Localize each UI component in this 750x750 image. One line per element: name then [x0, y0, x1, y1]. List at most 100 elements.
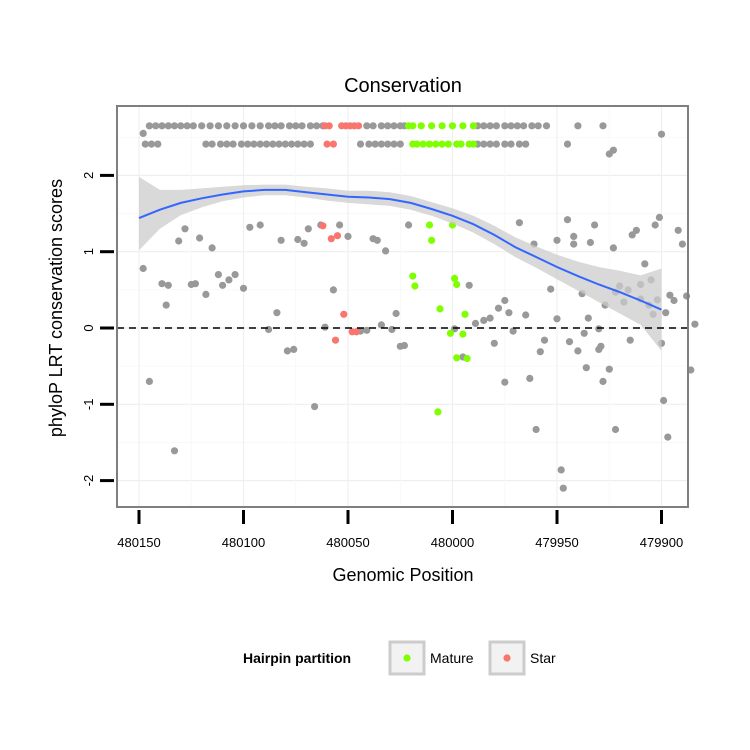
point-other [239, 284, 248, 292]
point-other [225, 276, 233, 284]
point-other [563, 216, 572, 224]
point-other [641, 260, 649, 268]
point-star [323, 140, 331, 148]
point-other [570, 240, 578, 248]
point-other [392, 309, 400, 318]
point-other [580, 329, 588, 337]
point-other [553, 236, 561, 244]
point-star [333, 232, 342, 240]
point-other [311, 403, 319, 411]
point-other [559, 484, 567, 492]
point-mature [469, 122, 477, 130]
point-other [294, 235, 302, 244]
x-tick-label: 480100 [222, 535, 265, 550]
point-other [632, 226, 641, 234]
point-other [515, 219, 524, 227]
point-other [231, 122, 239, 130]
point-other [678, 240, 687, 248]
point-other [164, 281, 172, 289]
point-star [325, 122, 333, 130]
legend-item-star: Star [488, 640, 556, 676]
y-tick-label: -1 [81, 399, 96, 411]
point-other [306, 122, 314, 130]
point-mature [428, 122, 436, 130]
point-other [377, 122, 385, 130]
point-other [237, 140, 245, 148]
point-other [657, 130, 666, 138]
legend-swatch [403, 654, 411, 662]
point-mature [438, 122, 446, 130]
point-other [158, 280, 166, 288]
y-tick-label: -2 [81, 475, 96, 487]
point-other [574, 122, 582, 130]
y-axis: -2 -1 0 1 2 [81, 172, 114, 487]
point-star [354, 122, 363, 130]
point-other [281, 140, 289, 148]
point-mature [432, 140, 440, 148]
point-mature [448, 122, 457, 130]
smooth-line [138, 188, 662, 311]
point-other [294, 140, 302, 148]
point-other [526, 374, 534, 382]
point-mature [444, 140, 452, 148]
point-star [319, 222, 327, 230]
point-other [501, 378, 509, 386]
point-other [390, 122, 398, 130]
point-other [248, 122, 256, 130]
point-other [306, 140, 314, 148]
point-other [660, 396, 668, 405]
point-other [250, 140, 258, 148]
point-other [494, 304, 503, 312]
point-other [304, 225, 312, 233]
point-other [396, 140, 404, 148]
point-other [269, 140, 277, 148]
point-other [626, 336, 634, 344]
point-other [373, 236, 381, 244]
point-star [352, 328, 360, 336]
point-other [164, 122, 172, 130]
point-other [662, 309, 670, 317]
point-other [586, 238, 595, 247]
point-other [288, 140, 296, 148]
point-mature [411, 282, 419, 290]
point-other [336, 221, 344, 229]
point-other [377, 321, 385, 329]
point-mature [413, 140, 421, 148]
point-mature [428, 236, 436, 244]
legend-swatch [503, 654, 511, 662]
point-mature [463, 354, 471, 363]
point-other [582, 364, 590, 372]
point-other [365, 140, 373, 148]
plot-area: -2 -1 0 1 2 480150 480100 480050 480000 479950 479… [81, 105, 699, 550]
point-star [329, 140, 337, 148]
point-other [202, 140, 210, 148]
point-other [584, 314, 592, 322]
point-other [605, 365, 613, 373]
point-other [181, 225, 189, 233]
point-other [145, 377, 153, 385]
y-axis-label: phyloP LRT conservation scores [46, 179, 66, 437]
point-other [540, 336, 549, 344]
point-mature [451, 274, 459, 282]
y-tick-label: 1 [81, 248, 96, 255]
point-other [486, 140, 494, 148]
point-other [147, 140, 156, 148]
point-other [363, 326, 371, 334]
point-other [196, 234, 204, 242]
point-other [298, 122, 306, 130]
point-other [170, 122, 179, 130]
point-other [158, 122, 166, 130]
point-other [145, 122, 153, 130]
point-other [609, 146, 618, 154]
point-other [400, 341, 408, 350]
point-other [175, 237, 183, 245]
point-mature [469, 140, 477, 148]
point-mature [453, 354, 461, 362]
point-mature [409, 272, 417, 280]
point-mature [438, 140, 446, 148]
point-other [183, 122, 191, 130]
point-other [520, 122, 528, 130]
point-other [507, 122, 515, 130]
legend-label: Mature [430, 650, 474, 666]
point-other [229, 140, 237, 148]
